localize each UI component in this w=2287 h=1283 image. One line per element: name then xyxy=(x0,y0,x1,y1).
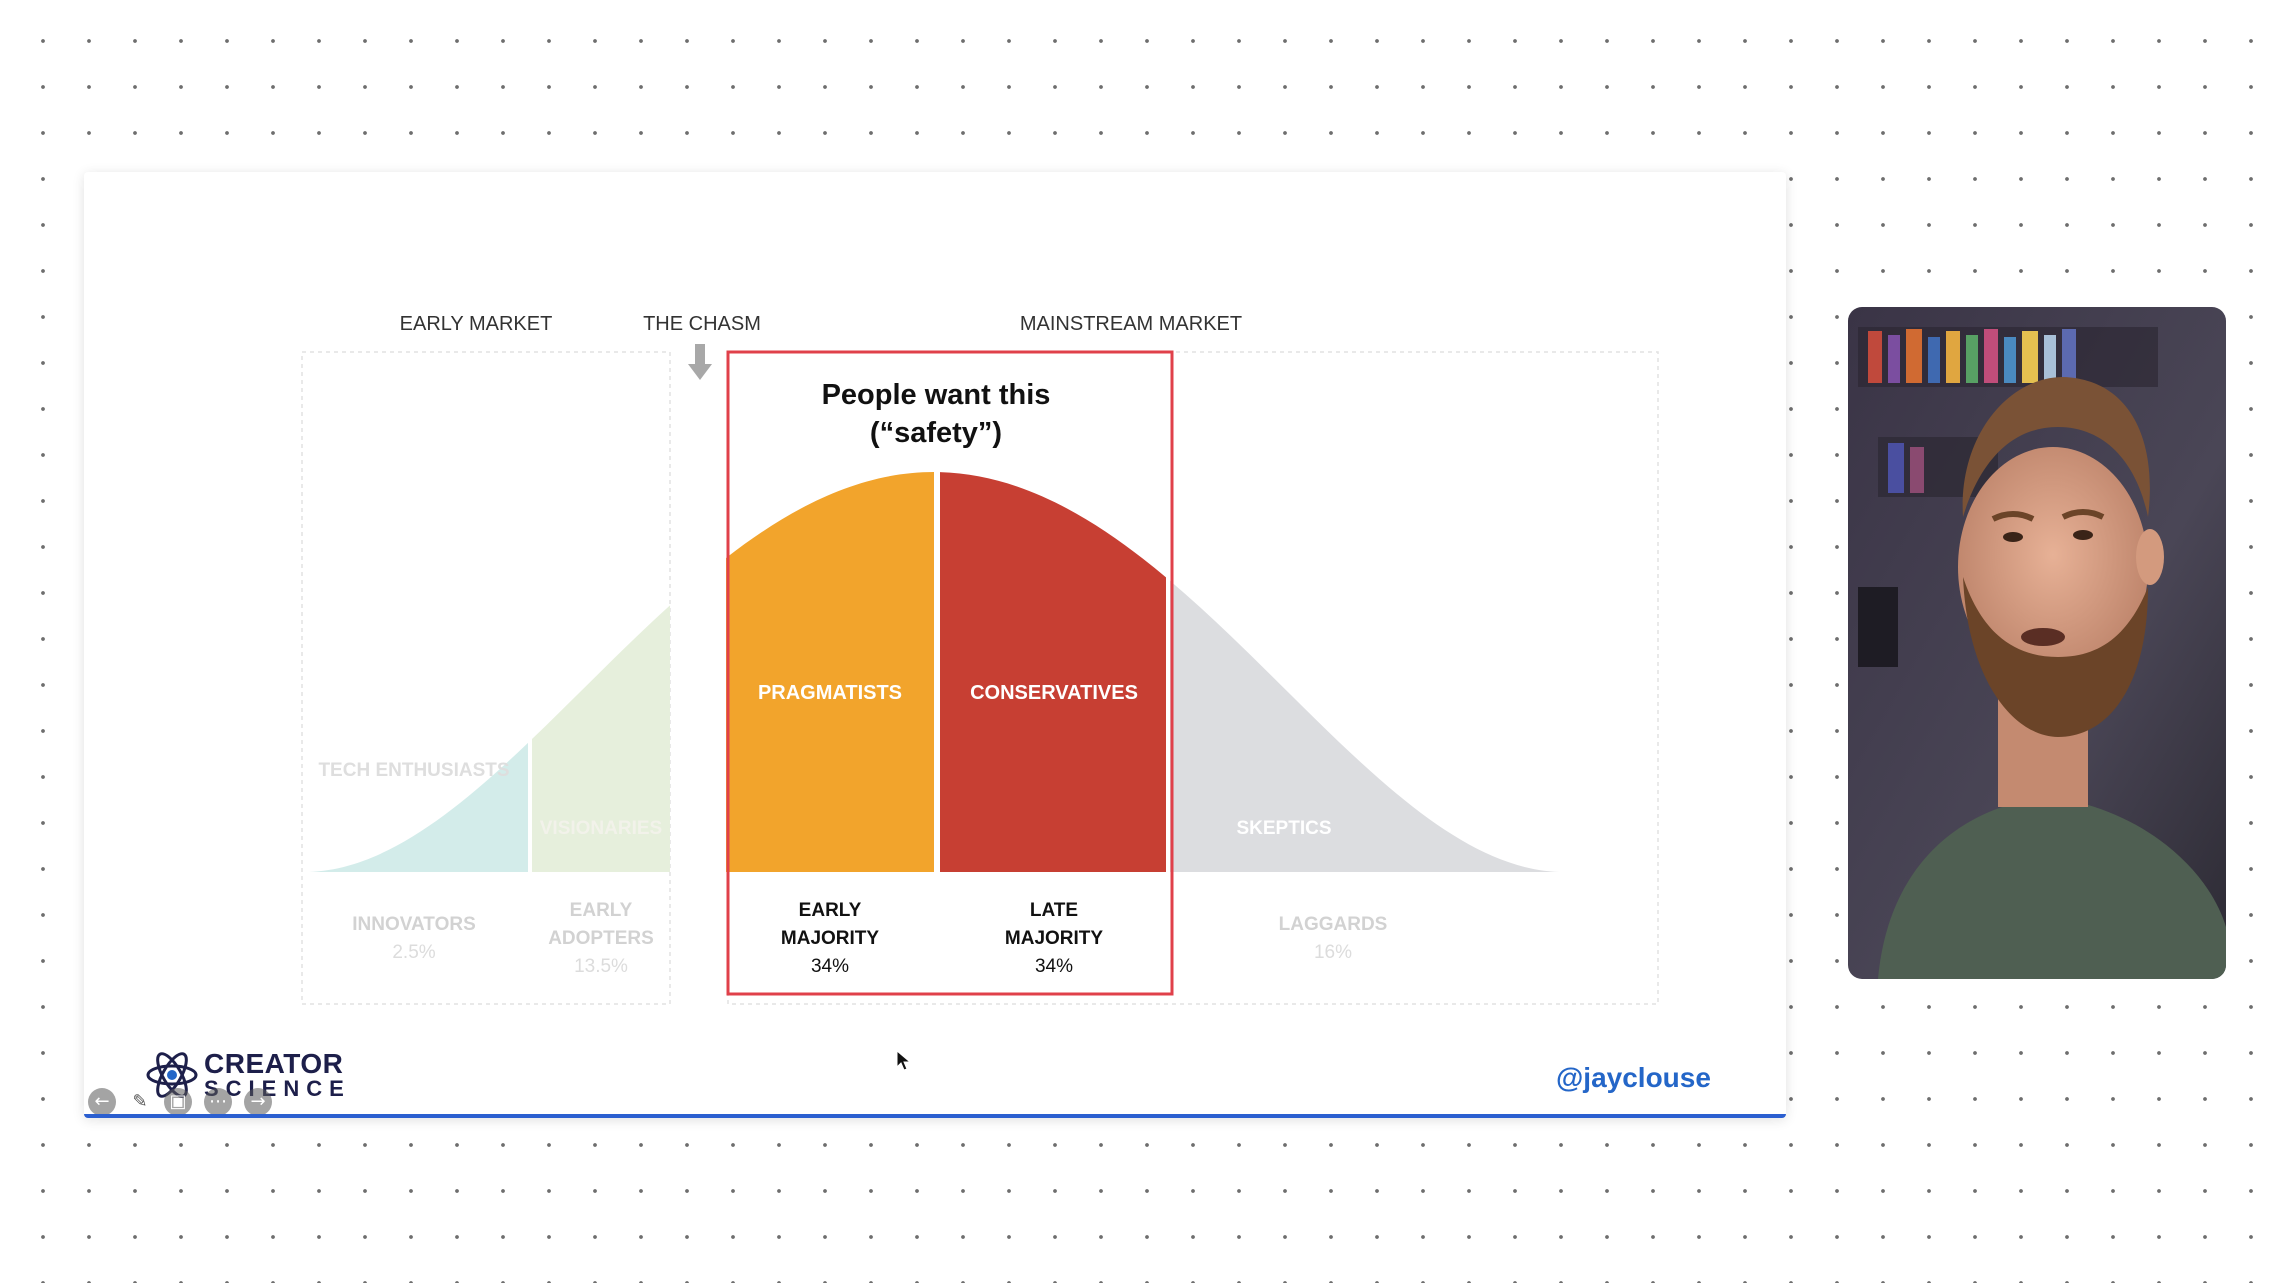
conservatives-label: CONSERVATIVES xyxy=(970,682,1138,704)
laggards-percent: 16% xyxy=(1314,942,1352,963)
skeptics-label: SKEPTICS xyxy=(1236,818,1331,839)
laggards-label: LAGGARDS xyxy=(1279,914,1388,935)
mainstream-market-box xyxy=(727,351,1659,1005)
slides-icon[interactable]: ▣ xyxy=(164,1088,192,1116)
innovators-segment xyxy=(304,742,528,872)
laggards-segment xyxy=(1170,580,1564,872)
pragmatists-label: PRAGMATISTS xyxy=(758,682,902,704)
more-icon[interactable]: ⋯ xyxy=(204,1088,232,1116)
early-market-label: EARLY MARKET xyxy=(400,313,553,335)
slide-accent-bar xyxy=(84,1114,1786,1118)
social-handle: @jayclouse xyxy=(1556,1062,1711,1093)
logo-text-top: CREATOR xyxy=(204,1048,344,1079)
conservatives-segment xyxy=(940,472,1166,872)
late-majority-percent: 34% xyxy=(1035,956,1073,977)
early-adopters-label-line2: ADOPTERS xyxy=(548,928,654,949)
mainstream-market-label: MAINSTREAM MARKET xyxy=(1020,313,1242,335)
early-adopters-label-line1: EARLY xyxy=(570,900,633,921)
late-majority-label-line1: LATE xyxy=(1030,900,1078,921)
back-arrow-icon[interactable]: ← xyxy=(88,1088,116,1116)
early-majority-label-line2: MAJORITY xyxy=(781,928,880,949)
early-majority-label-line1: EARLY xyxy=(799,900,862,921)
mouse-cursor-icon xyxy=(897,1051,911,1071)
technology-adoption-diagram: TECH ENTHUSIASTS VISIONARIES PRAGMATISTS… xyxy=(301,313,1659,1005)
early-majority-percent: 34% xyxy=(811,956,849,977)
late-majority-label-line2: MAJORITY xyxy=(1005,928,1104,949)
presenter-image xyxy=(1848,307,2226,979)
safety-callout-box xyxy=(726,350,1174,996)
innovators-percent: 2.5% xyxy=(392,942,435,963)
pen-icon[interactable]: ✎ xyxy=(132,1091,148,1112)
pragmatists-segment xyxy=(726,472,934,872)
presenter-webcam-video xyxy=(1848,307,2226,979)
chasm-down-arrow-icon xyxy=(688,344,712,380)
tech-enthusiasts-label: TECH ENTHUSIASTS xyxy=(318,760,509,781)
visionaries-label: VISIONARIES xyxy=(540,818,662,839)
early-adopters-percent: 13.5% xyxy=(574,956,628,977)
early-adopters-segment xyxy=(532,605,670,872)
callout-title: People want this xyxy=(822,379,1051,411)
innovators-label: INNOVATORS xyxy=(352,914,476,935)
callout-subtitle: (“safety”) xyxy=(870,417,1002,449)
presentation-slide: TECH ENTHUSIASTS VISIONARIES PRAGMATISTS… xyxy=(84,172,1786,1118)
early-market-box xyxy=(301,351,671,1005)
chasm-label: THE CHASM xyxy=(643,313,761,335)
forward-arrow-icon[interactable]: → xyxy=(244,1088,272,1116)
